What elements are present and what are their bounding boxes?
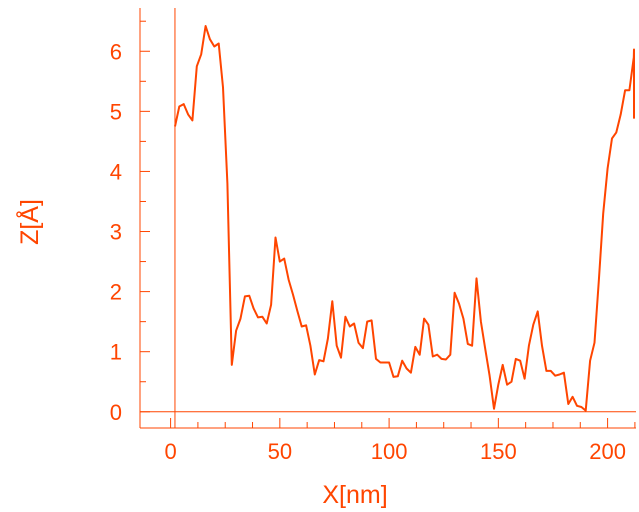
y-tick-label: 1 (110, 340, 122, 365)
x-tick-label: 150 (480, 439, 517, 464)
x-axis-title: X[nm] (322, 481, 387, 509)
y-tick-label: 6 (110, 39, 122, 64)
x-tick-label: 0 (164, 439, 176, 464)
axes (139, 8, 636, 429)
y-tick-label: 0 (110, 400, 122, 425)
y-tick-label: 4 (110, 159, 122, 184)
y-tick-label: 5 (110, 99, 122, 124)
x-tick-label: 200 (589, 439, 626, 464)
y-tick-label: 2 (110, 280, 122, 305)
y-axis-title: Z[Å] (14, 199, 44, 245)
x-tick-label: 50 (268, 439, 292, 464)
x-tick-label: 100 (371, 439, 408, 464)
data-series-line (174, 25, 635, 412)
tick-labels: 0 1 2 3 4 5 6 0 50 100 150 200 (110, 39, 626, 464)
y-tick-label: 3 (110, 220, 122, 245)
